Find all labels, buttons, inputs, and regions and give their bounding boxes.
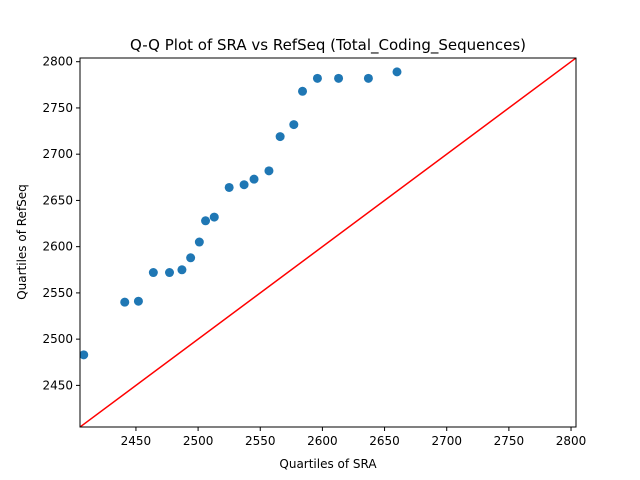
- data-point: [334, 73, 344, 83]
- y-tick-label: 2500: [42, 332, 73, 346]
- x-tick-label: 2600: [307, 434, 338, 448]
- plot-area-frame: [79, 57, 577, 428]
- x-tick-label: 2650: [369, 434, 400, 448]
- data-point: [165, 268, 175, 278]
- data-point: [133, 296, 143, 306]
- y-tick-label: 2800: [42, 55, 73, 69]
- data-point: [298, 86, 308, 96]
- y-tick-label: 2450: [42, 378, 73, 392]
- data-point: [239, 180, 249, 190]
- data-point: [177, 265, 187, 275]
- data-point: [312, 73, 322, 83]
- x-tick-label: 2550: [245, 434, 276, 448]
- data-point: [264, 166, 274, 176]
- x-tick-label: 2750: [494, 434, 525, 448]
- data-point: [224, 182, 234, 192]
- data-point: [249, 174, 259, 184]
- x-axis-label: Quartiles of SRA: [279, 457, 377, 471]
- data-point: [363, 73, 373, 83]
- data-point: [80, 350, 89, 360]
- data-point: [186, 253, 196, 263]
- data-point: [194, 237, 204, 247]
- y-tick-label: 2600: [42, 240, 73, 254]
- y-axis: 2450 2500 2550 2600 2650 2700 2750 2800: [42, 55, 80, 392]
- data-point: [148, 268, 158, 278]
- y-axis-label: Quartiles of RefSeq: [15, 184, 29, 300]
- data-point: [392, 67, 402, 77]
- data-point: [209, 212, 219, 222]
- y-tick-label: 2650: [42, 193, 73, 207]
- data-point: [289, 120, 299, 130]
- chart-title: Q-Q Plot of SRA vs RefSeq (Total_Coding_…: [130, 36, 526, 55]
- y-tick-label: 2750: [42, 101, 73, 115]
- x-tick-label: 2450: [121, 434, 152, 448]
- x-tick-label: 2800: [556, 434, 587, 448]
- x-axis: 2450 2500 2550 2600 2650 2700 2750 2800: [121, 427, 587, 448]
- data-point: [275, 132, 285, 142]
- y-tick-label: 2550: [42, 286, 73, 300]
- y-tick-label: 2700: [42, 147, 73, 161]
- data-point: [201, 216, 211, 226]
- x-tick-label: 2500: [183, 434, 214, 448]
- x-tick-label: 2700: [431, 434, 462, 448]
- data-point: [120, 297, 130, 307]
- reference-line: [80, 58, 576, 427]
